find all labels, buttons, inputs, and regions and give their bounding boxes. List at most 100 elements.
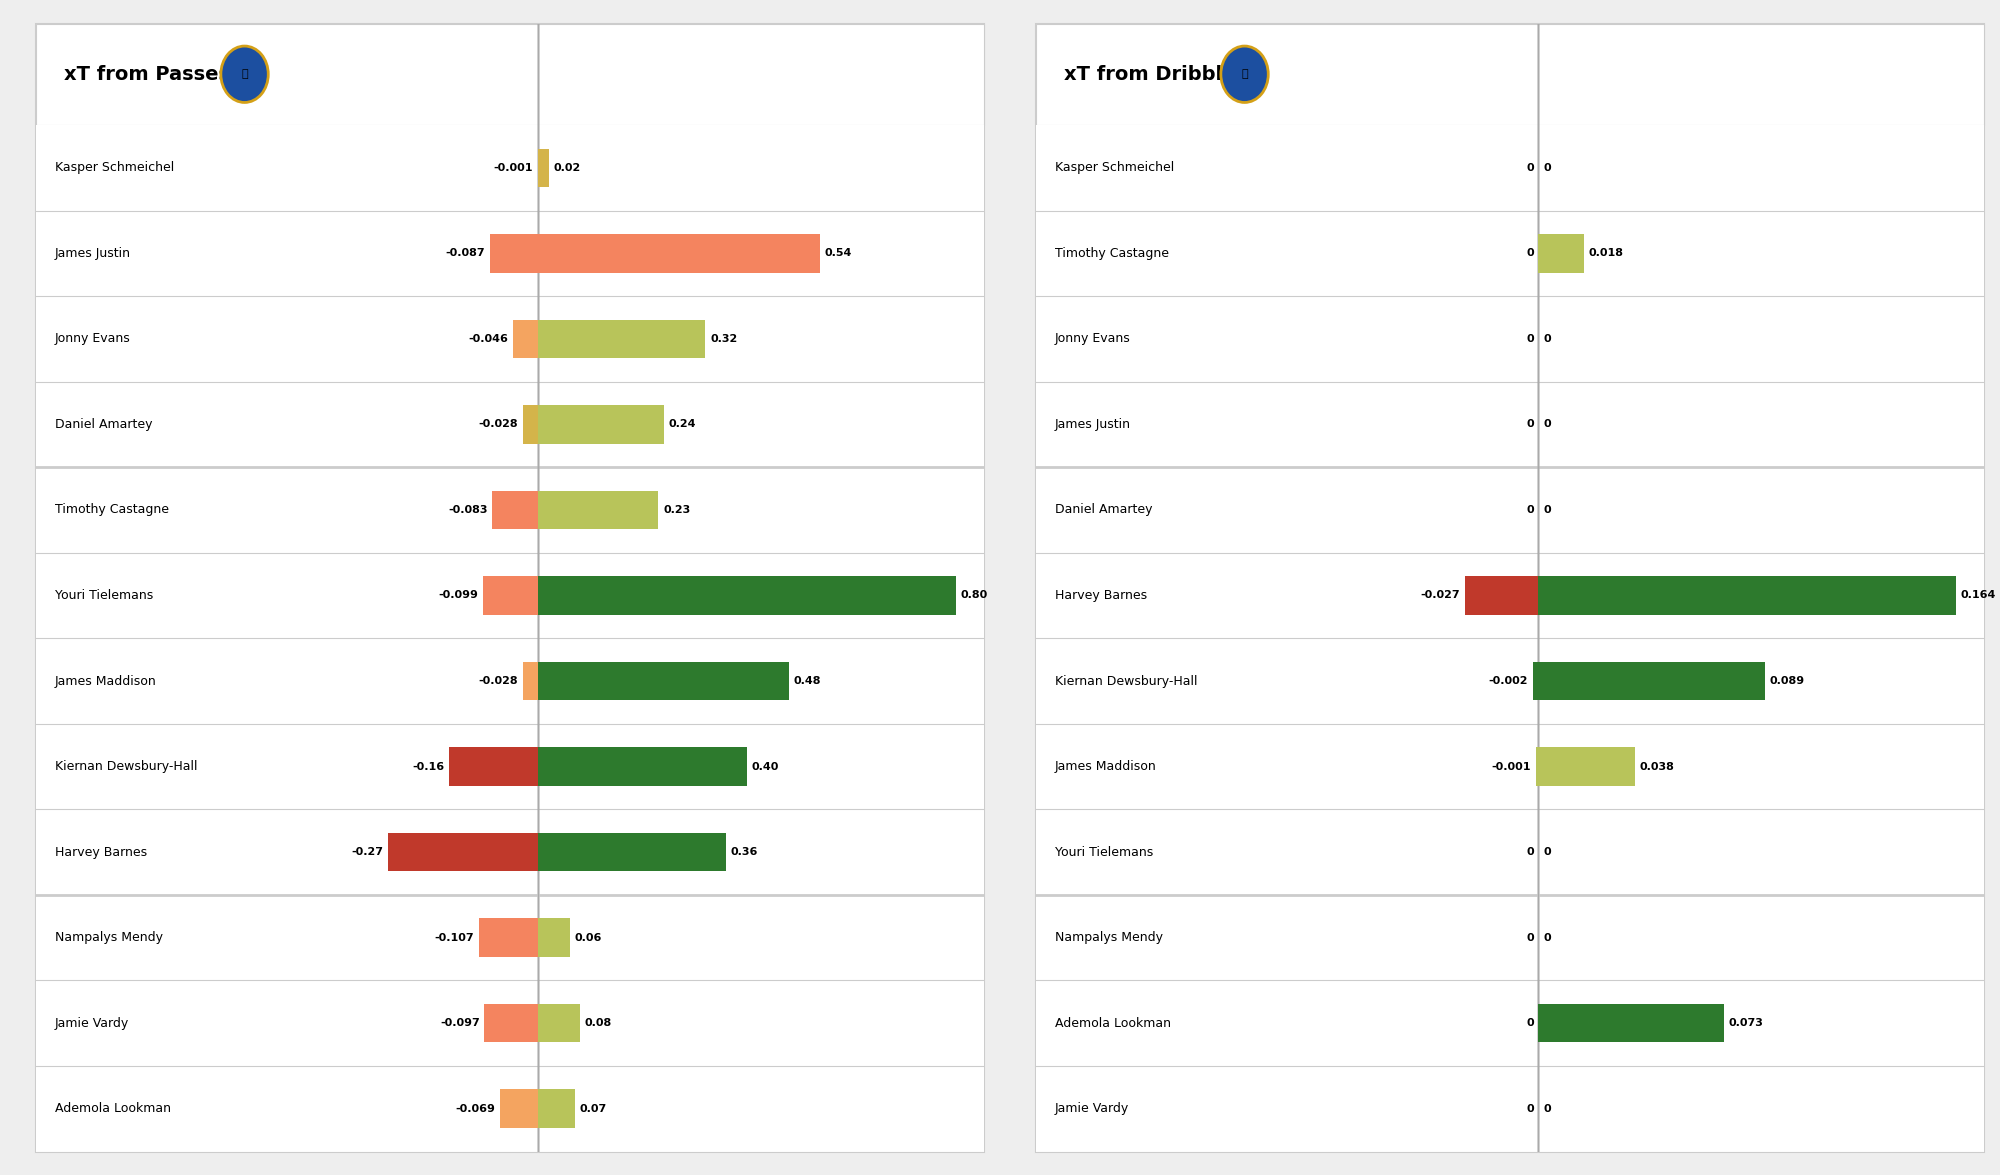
Bar [36,895,984,980]
Bar [1036,1066,1984,1152]
Text: James Justin: James Justin [1054,418,1130,431]
Bar [538,234,820,273]
Bar [538,491,658,529]
Bar [36,125,984,210]
Bar [388,833,538,872]
Text: James Maddison: James Maddison [1054,760,1156,773]
Text: 0: 0 [1526,1103,1534,1114]
Bar [1036,552,1984,638]
Text: 0.073: 0.073 [1728,1019,1764,1028]
Text: -0.099: -0.099 [438,591,478,600]
Bar [36,552,984,638]
Text: Nampalys Mendy: Nampalys Mendy [54,931,162,945]
Text: 0: 0 [1544,1103,1550,1114]
Text: 0: 0 [1526,163,1534,173]
Text: -0.27: -0.27 [352,847,384,857]
Bar [1466,576,1538,615]
Text: Jamie Vardy: Jamie Vardy [54,1016,130,1029]
Text: 0.80: 0.80 [960,591,988,600]
Bar [484,1003,538,1042]
Bar [1036,382,1984,468]
Text: -0.028: -0.028 [478,676,518,686]
Bar [538,320,706,358]
Text: 0: 0 [1526,334,1534,344]
Text: 0.24: 0.24 [668,419,696,429]
Text: -0.16: -0.16 [412,761,444,772]
Text: Jonny Evans: Jonny Evans [54,333,130,345]
Bar [36,382,984,468]
Text: 0: 0 [1544,163,1550,173]
Text: 0.089: 0.089 [1770,676,1804,686]
Bar [538,1089,574,1128]
Bar [538,662,788,700]
Bar [522,405,538,444]
Text: 0.02: 0.02 [554,163,580,173]
Text: 0: 0 [1544,933,1550,942]
Text: -0.001: -0.001 [494,163,534,173]
Bar [1036,24,1984,125]
Text: 0.54: 0.54 [824,248,852,258]
Text: Daniel Amartey: Daniel Amartey [1054,503,1152,517]
Bar [36,980,984,1066]
Bar [36,638,984,724]
Text: -0.001: -0.001 [1492,761,1530,772]
Bar [1036,125,1984,210]
Text: -0.107: -0.107 [434,933,474,942]
Bar [538,747,748,786]
Text: 0: 0 [1526,847,1534,857]
Text: 0.40: 0.40 [752,761,780,772]
Bar [36,1066,984,1152]
Text: Harvey Barnes: Harvey Barnes [1054,589,1148,602]
Circle shape [1220,46,1268,102]
Text: Jamie Vardy: Jamie Vardy [1054,1102,1130,1115]
Text: -0.083: -0.083 [448,505,488,515]
Text: -0.097: -0.097 [440,1019,480,1028]
Bar [538,148,548,187]
Text: Kasper Schmeichel: Kasper Schmeichel [54,161,174,174]
Text: 0.36: 0.36 [730,847,758,857]
Text: 0: 0 [1544,334,1550,344]
Bar [1534,662,1538,700]
Text: James Maddison: James Maddison [54,674,156,687]
Text: Ademola Lookman: Ademola Lookman [54,1102,170,1115]
Text: Harvey Barnes: Harvey Barnes [54,846,148,859]
Text: 0.48: 0.48 [794,676,820,686]
Bar [36,810,984,895]
Text: 0.07: 0.07 [580,1103,606,1114]
Text: 0: 0 [1526,505,1534,515]
Text: Timothy Castagne: Timothy Castagne [1054,247,1168,260]
Bar [1536,747,1538,786]
Bar [1036,468,1984,552]
Text: 0: 0 [1526,419,1534,429]
Bar [512,320,538,358]
Bar [538,1003,580,1042]
Bar [36,24,984,125]
Bar [1036,980,1984,1066]
Text: -0.028: -0.028 [478,419,518,429]
Text: Timothy Castagne: Timothy Castagne [54,503,168,517]
Text: Ademola Lookman: Ademola Lookman [1054,1016,1170,1029]
Bar [1538,576,1956,615]
Text: -0.027: -0.027 [1420,591,1460,600]
Text: Youri Tielemans: Youri Tielemans [54,589,154,602]
Text: -0.069: -0.069 [456,1103,496,1114]
Text: 0.018: 0.018 [1588,248,1624,258]
Text: -0.087: -0.087 [446,248,486,258]
Text: 0.164: 0.164 [1960,591,1996,600]
Bar [1036,210,1984,296]
Bar [1036,810,1984,895]
Bar [538,576,956,615]
Text: Kasper Schmeichel: Kasper Schmeichel [1054,161,1174,174]
Bar [450,747,538,786]
Bar [1538,747,1636,786]
Text: 0: 0 [1526,248,1534,258]
Bar [1036,296,1984,382]
Bar [1036,895,1984,980]
Bar [484,576,538,615]
Bar [500,1089,538,1128]
Text: Youri Tielemans: Youri Tielemans [1054,846,1154,859]
Text: -0.046: -0.046 [468,334,508,344]
Bar [1538,234,1584,273]
Text: xT from Dribbles: xT from Dribbles [1064,65,1248,83]
Bar [1036,724,1984,810]
